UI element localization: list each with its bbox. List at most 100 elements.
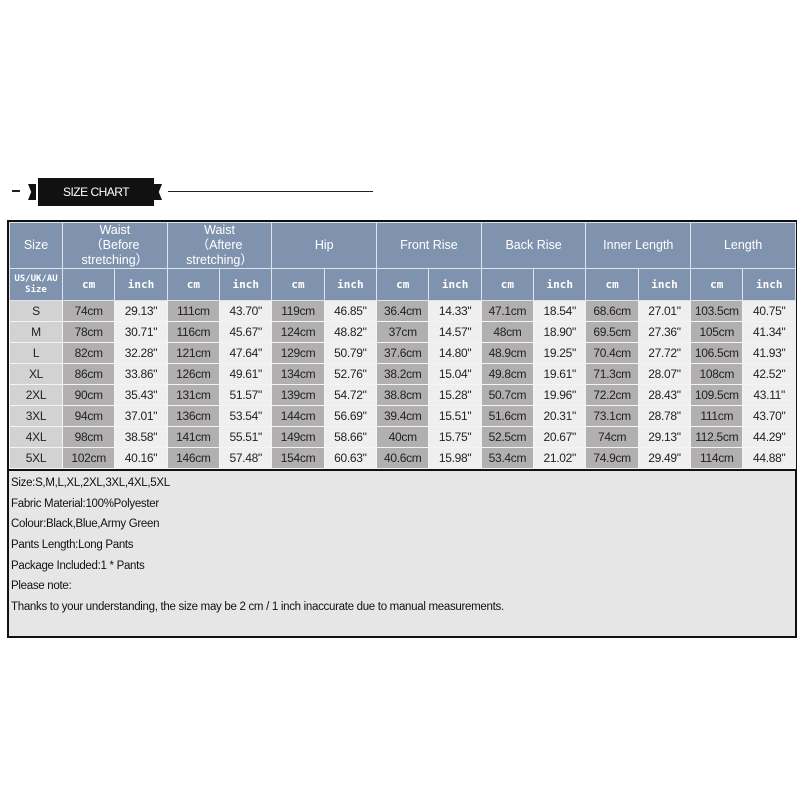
cm-cell: 38.8cm: [376, 384, 430, 406]
header-label: Inner Length: [603, 238, 674, 252]
inch-cell: 27.36": [637, 321, 692, 343]
header-unit-inch: inch: [323, 268, 378, 301]
cm-cell: 131cm: [166, 384, 221, 406]
header-unit-inch: inch: [637, 268, 692, 301]
inch-cell: 50.79": [323, 342, 378, 364]
cm-cell: 53.4cm: [480, 447, 535, 469]
note-line: Package Included:1 * Pants: [11, 559, 145, 572]
size-cell: 4XL: [9, 426, 63, 448]
cm-cell: 106.5cm: [690, 342, 744, 364]
size-chart: Size Waist （Before stretching） Waist （Aftere…: [7, 220, 797, 638]
header-label: Hip: [314, 238, 334, 252]
table-row: 3XL 94cm 37.01" 136cm 53.54" 144cm 56.69" 39.4c…: [9, 405, 796, 427]
size-cell: 3XL: [9, 405, 63, 427]
inch-cell: 15.51": [428, 405, 482, 427]
inch-cell: 43.70": [219, 300, 273, 322]
cm-cell: 71.3cm: [585, 363, 639, 385]
size-cell: L: [9, 342, 63, 364]
table-row: 4XL 98cm 38.58" 141cm 55.51" 149cm 58.66" 40cm 1…: [9, 426, 796, 448]
inch-cell: 28.78": [637, 405, 692, 427]
inch-cell: 35.43": [114, 384, 168, 406]
inch-cell: 41.34": [742, 321, 796, 343]
inch-cell: 19.61": [533, 363, 587, 385]
cm-cell: 129cm: [271, 342, 325, 364]
note-line: Size:S,M,L,XL,2XL,3XL,4XL,5XL: [11, 477, 170, 489]
header-hip: Hip: [271, 222, 378, 269]
cm-cell: 134cm: [271, 363, 325, 385]
cm-cell: 38.2cm: [376, 363, 430, 385]
header-unit-cm: cm: [166, 268, 221, 301]
cm-cell: 111cm: [690, 405, 744, 427]
header-sublabel: （Aftere stretching）: [186, 238, 253, 267]
cm-cell: 68.6cm: [585, 300, 639, 322]
inch-cell: 27.72": [637, 342, 692, 364]
inch-cell: 28.43": [637, 384, 692, 406]
inch-cell: 15.98": [428, 447, 482, 469]
inch-cell: 46.85": [323, 300, 378, 322]
inch-cell: 47.64": [219, 342, 273, 364]
inch-cell: 45.67": [219, 321, 273, 343]
size-cell: S: [9, 300, 63, 322]
note-line: Fabric Material:100%Polyester: [11, 497, 159, 510]
inch-cell: 54.72": [323, 384, 378, 406]
cm-cell: 102cm: [61, 447, 116, 469]
inch-cell: 58.66": [323, 426, 378, 448]
cm-cell: 72.2cm: [585, 384, 639, 406]
cm-cell: 48cm: [480, 321, 535, 343]
inch-cell: 60.63": [323, 447, 378, 469]
header-label: Size: [23, 238, 49, 252]
inch-cell: 14.33": [428, 300, 482, 322]
cm-cell: 124cm: [271, 321, 325, 343]
header-length: Length: [690, 222, 796, 269]
note-line: Please note:: [11, 580, 72, 593]
header-label: Waist: [99, 223, 131, 237]
table-row: S 74cm 29.13" 111cm 43.70" 119cm 46.85" 36.4cm 1…: [9, 300, 796, 322]
ribbon-tail-right: [154, 184, 162, 200]
cm-cell: 126cm: [166, 363, 221, 385]
size-table: Size Waist （Before stretching） Waist （Aftere…: [9, 222, 796, 469]
header-unit-inch: inch: [742, 268, 796, 301]
header-label: Waist: [204, 223, 235, 237]
table-row: XL 86cm 33.86" 126cm 49.61" 134cm 52.76" 38.2cm…: [9, 363, 796, 385]
inch-cell: 43.11": [742, 384, 796, 406]
header-unit-cm: cm: [585, 268, 639, 301]
cm-cell: 139cm: [271, 384, 325, 406]
cm-cell: 78cm: [61, 321, 116, 343]
cm-cell: 82cm: [61, 342, 116, 364]
inch-cell: 41.93": [742, 342, 796, 364]
table-row: 5XL 102cm 40.16" 146cm 57.48" 154cm 60.63" 40.6…: [9, 447, 796, 469]
inch-cell: 28.07": [637, 363, 692, 385]
inch-cell: 43.70": [742, 405, 796, 427]
size-cell: XL: [9, 363, 63, 385]
cm-cell: 121cm: [166, 342, 221, 364]
header-inner-length: Inner Length: [585, 222, 692, 269]
inch-cell: 21.02": [533, 447, 587, 469]
inch-cell: 48.82": [323, 321, 378, 343]
inch-cell: 44.88": [742, 447, 796, 469]
cm-cell: 116cm: [166, 321, 221, 343]
header-label: Front Rise: [400, 238, 458, 252]
inch-cell: 38.58": [114, 426, 168, 448]
header-waist: Waist （Aftere stretching）: [166, 222, 273, 269]
inch-cell: 32.28": [114, 342, 168, 364]
inch-cell: 40.16": [114, 447, 168, 469]
cm-cell: 73.1cm: [585, 405, 639, 427]
header-row-units: US/UK/AU Size cm inch cm inch cm inch cm inch cm i…: [9, 268, 796, 301]
cm-cell: 98cm: [61, 426, 116, 448]
cm-cell: 90cm: [61, 384, 116, 406]
header-unit-inch: inch: [533, 268, 587, 301]
cm-cell: 112.5cm: [690, 426, 744, 448]
inch-cell: 44.29": [742, 426, 796, 448]
cm-cell: 48.9cm: [480, 342, 535, 364]
cm-cell: 119cm: [271, 300, 325, 322]
table-row: L 82cm 32.28" 121cm 47.64" 129cm 50.79" 37.6cm 1…: [9, 342, 796, 364]
inch-cell: 29.13": [637, 426, 692, 448]
table-row: M 78cm 30.71" 116cm 45.67" 124cm 48.82" 37cm 14.…: [9, 321, 796, 343]
inch-cell: 15.75": [428, 426, 482, 448]
banner-divider: [168, 191, 373, 192]
header-label: Length: [723, 238, 763, 252]
inch-cell: 19.96": [533, 384, 587, 406]
cm-cell: 69.5cm: [585, 321, 639, 343]
header-sublabel: （Before stretching）: [81, 238, 149, 267]
cm-cell: 74cm: [585, 426, 639, 448]
